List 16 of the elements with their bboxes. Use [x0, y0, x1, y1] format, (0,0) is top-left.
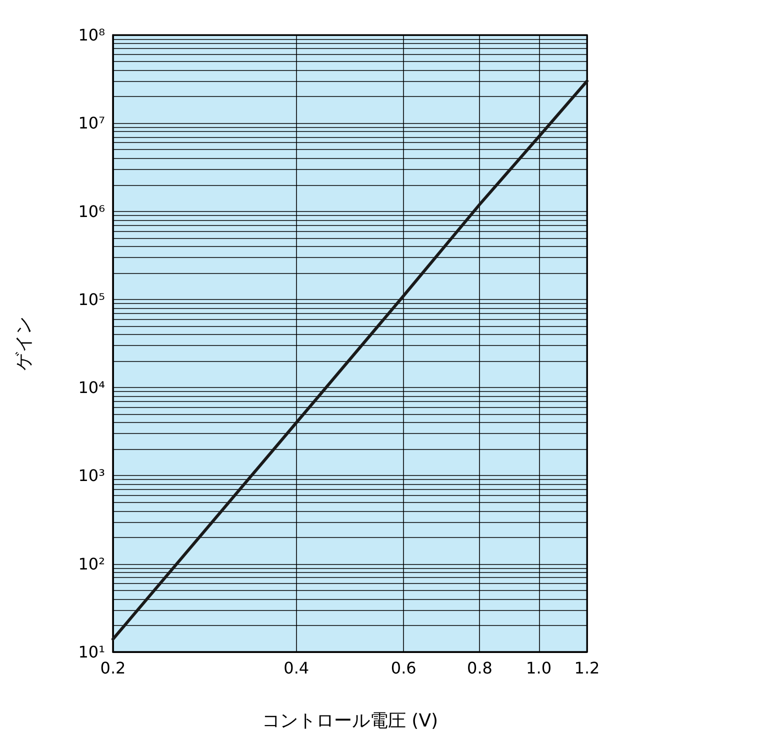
y-tick-label: 10⁶	[78, 202, 105, 221]
x-tick-label: 0.8	[467, 658, 492, 678]
x-tick-label: 1.0	[526, 658, 552, 678]
x-tick-label: 0.4	[284, 658, 310, 678]
y-axis-title: ゲイン	[14, 316, 34, 370]
y-tick-label: 10⁴	[78, 378, 105, 398]
x-tick-label: 0.2	[100, 658, 126, 678]
x-tick-label: 1.2	[574, 658, 600, 678]
x-axis-title: コントロール電圧 (V)	[262, 710, 438, 732]
y-tick-label: 10¹	[78, 642, 105, 662]
y-tick-label: 10⁵	[78, 290, 105, 309]
y-tick-label: 10⁸	[78, 26, 105, 44]
x-tick-label: 0.6	[390, 658, 416, 678]
y-tick-label: 10⁷	[78, 114, 105, 133]
y-tick-label: 10³	[78, 466, 105, 486]
y-tick-label: 10²	[78, 554, 105, 574]
